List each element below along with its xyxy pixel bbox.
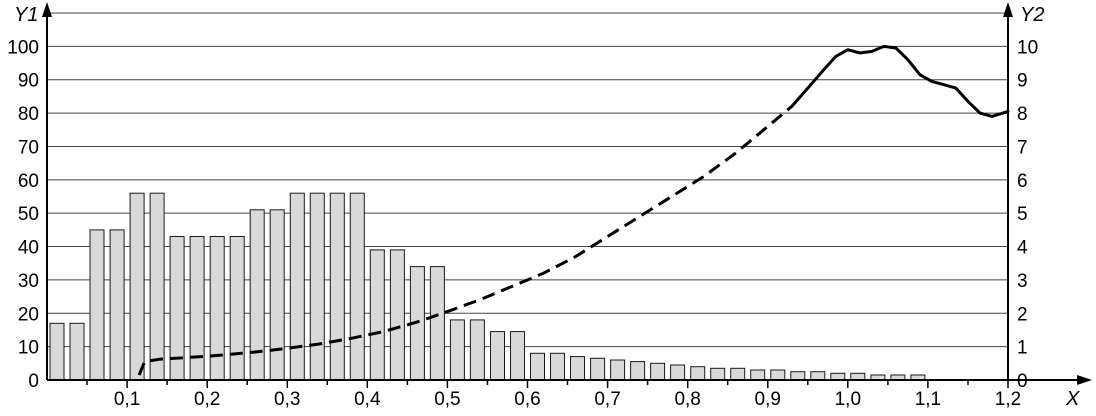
curve-solid-segment: [790, 44, 1010, 118]
y2-tick-label: 1: [1017, 338, 1028, 359]
x-tick-label: 0,2: [194, 389, 220, 410]
y2-tick-label: 6: [1017, 171, 1028, 192]
y1-axis-title: Y1: [14, 4, 38, 26]
y1-tick-label: 100: [7, 37, 39, 58]
histogram-bar: [750, 369, 766, 381]
y2-tick-label: 9: [1017, 71, 1028, 92]
histogram-bar: [690, 366, 706, 381]
histogram-bar: [109, 229, 125, 381]
histogram-bar: [369, 249, 385, 381]
y2-axis-title: Y2: [1020, 4, 1044, 26]
y1-tick-label: 60: [18, 171, 39, 192]
histogram-bar: [490, 331, 505, 381]
y2-tick-label: 10: [1017, 37, 1038, 58]
y1-tick-label: 10: [18, 338, 39, 359]
curve-dashed-segment: [137, 105, 793, 376]
histogram-bar: [289, 192, 305, 381]
histogram-bar: [49, 322, 65, 381]
histogram-bar: [249, 209, 265, 381]
x-tick-label: 0,5: [434, 389, 460, 410]
histogram-bar: [530, 352, 545, 381]
histogram-bar: [129, 192, 145, 381]
x-tick-label: 1,2: [995, 389, 1021, 410]
y1-tick-label: 20: [18, 304, 39, 325]
x-tick-label: 1,0: [835, 389, 861, 410]
histogram-bar: [149, 192, 165, 381]
y2-axis-arrow: [1003, 2, 1013, 17]
y2-tick-label: 4: [1017, 238, 1028, 259]
histogram-bar: [850, 372, 866, 381]
histogram-bar: [229, 236, 245, 381]
histogram-bar: [469, 319, 485, 381]
y1-tick-label: 30: [18, 271, 39, 292]
x-tick-label: 0,9: [755, 389, 781, 410]
histogram-bar: [790, 371, 806, 381]
y2-tick-label: 3: [1017, 271, 1028, 292]
y1-tick-label: 40: [18, 238, 39, 259]
histogram-bar: [770, 369, 786, 381]
histogram-bar: [830, 372, 846, 381]
y1-tick-label: 70: [18, 137, 39, 158]
histogram-bar: [550, 352, 565, 381]
y1-tick-label: 50: [18, 204, 39, 225]
histogram-bar: [570, 356, 585, 381]
y2-tick-label: 2: [1017, 304, 1028, 325]
y2-tick-label: 7: [1017, 137, 1028, 158]
histogram-bar: [449, 319, 465, 381]
x-tick-label: 1,1: [915, 389, 941, 410]
histogram-bar: [69, 322, 85, 381]
histogram-bar: [670, 364, 686, 381]
x-axis-title: X: [1065, 388, 1080, 410]
histogram-bar: [209, 236, 225, 381]
x-tick-label: 0,7: [594, 389, 620, 410]
y1-axis-arrow: [42, 2, 52, 17]
y1-tick-label: 0: [28, 371, 39, 392]
y2-tick-label: 0: [1017, 371, 1028, 392]
histogram-bar: [89, 229, 105, 381]
x-tick-label: 0,3: [274, 389, 300, 410]
y1-tick-label: 90: [18, 71, 39, 92]
x-tick-label: 0,1: [114, 389, 140, 410]
histogram-bar: [309, 192, 325, 381]
histogram-bar: [510, 331, 525, 381]
y2-tick-label: 8: [1017, 104, 1028, 125]
histogram-bar: [329, 192, 345, 381]
histogram-bar: [429, 266, 445, 381]
y1-tick-label: 80: [18, 104, 39, 125]
histogram-bar: [590, 357, 606, 381]
histogram-bar: [269, 209, 285, 381]
histogram-bar: [810, 371, 826, 381]
histogram-bar: [389, 249, 405, 381]
x-tick-label: 0,8: [674, 389, 700, 410]
histogram-bar: [630, 361, 646, 381]
histogram-bar: [349, 192, 365, 381]
x-tick-label: 0,6: [514, 389, 540, 410]
histogram-bar: [710, 367, 726, 381]
histogram-bar: [650, 362, 666, 381]
histogram-bar: [730, 367, 746, 381]
histogram-bar: [610, 359, 626, 381]
x-axis-arrow: [1077, 375, 1092, 385]
x-tick-label: 0,4: [354, 389, 381, 410]
y2-tick-label: 5: [1017, 204, 1028, 225]
